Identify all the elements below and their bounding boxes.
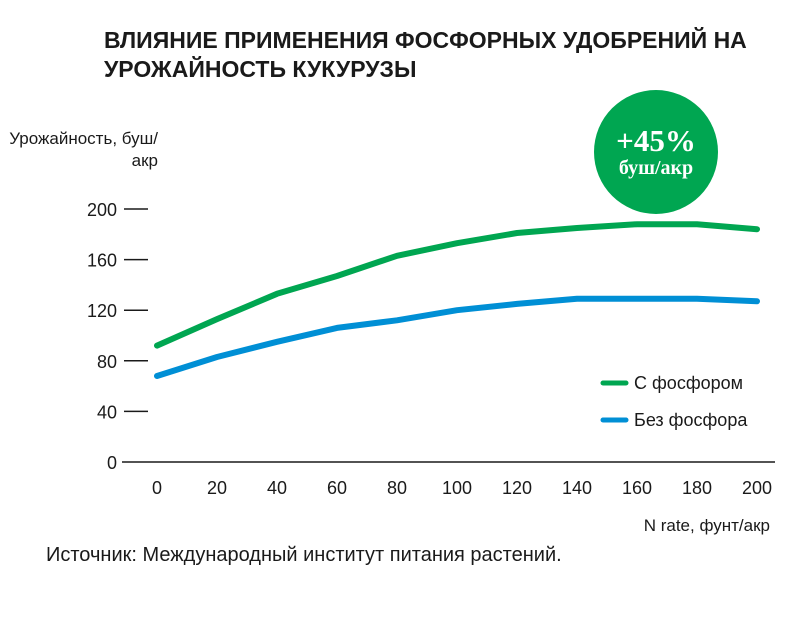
- series-layer: [154, 221, 760, 379]
- series-line-2: [154, 295, 760, 379]
- y-tick-label: 200: [87, 200, 117, 220]
- chart-title: ВЛИЯНИЕ ПРИМЕНЕНИЯ ФОСФОРНЫХ УДОБРЕНИЙ Н…: [104, 27, 747, 82]
- x-tick-label: 40: [267, 478, 287, 498]
- source-note: Источник: Международный институт питания…: [46, 544, 562, 566]
- x-tick-label: 160: [622, 478, 652, 498]
- x-tick-label: 140: [562, 478, 592, 498]
- gain-badge-value: +45%: [616, 123, 696, 158]
- x-tick-label: 120: [502, 478, 532, 498]
- x-tick-label: 80: [387, 478, 407, 498]
- x-tick-label: 200: [742, 478, 772, 498]
- x-tick-label: 0: [152, 478, 162, 498]
- x-tick-label: 60: [327, 478, 347, 498]
- y-tick-label: 0: [107, 453, 117, 473]
- gain-badge-unit: буш/акр: [618, 157, 694, 179]
- legend: С фосфором Без фосфора: [600, 373, 748, 430]
- y-tick-label: 120: [87, 301, 117, 321]
- x-tick-label: 100: [442, 478, 472, 498]
- x-tick-label: 180: [682, 478, 712, 498]
- legend-label-1: С фосфором: [634, 373, 743, 393]
- x-axis-label: N rate, фунт/акр: [644, 516, 770, 535]
- y-tick-label: 160: [87, 251, 117, 271]
- legend-label-2: Без фосфора: [634, 410, 748, 430]
- axes: 0 40 80 120 160 200 0 20 40 60 80 100 120 140 160 180 20…: [87, 200, 775, 535]
- series-line-1: [154, 221, 760, 349]
- x-tick-label: 20: [207, 478, 227, 498]
- y-axis-label: Урожайность, буш/акр: [9, 129, 158, 170]
- y-tick-label: 40: [97, 402, 117, 422]
- y-tick-label: 80: [97, 352, 117, 372]
- gain-badge: +45% буш/акр: [594, 90, 718, 214]
